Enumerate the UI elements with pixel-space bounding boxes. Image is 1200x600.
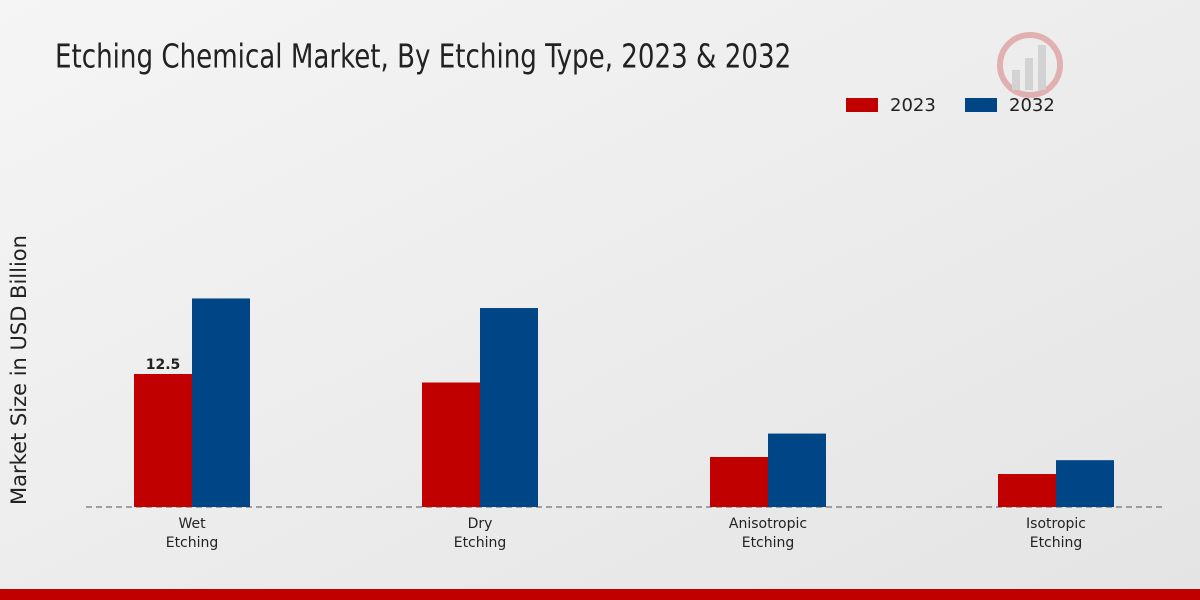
footer-bar [0, 589, 1200, 600]
x-tick-label: Anisotropic Etching [729, 516, 807, 551]
bar [422, 382, 480, 507]
legend-label: 2023 [890, 95, 936, 116]
bar [710, 456, 768, 507]
watermark [997, 32, 1063, 98]
bar [768, 433, 826, 507]
bar [192, 298, 250, 507]
x-tick-label: Isotropic Etching [1026, 516, 1086, 551]
legend-swatch [965, 98, 997, 112]
bar [998, 474, 1056, 507]
chart-title: Etching Chemical Market, By Etching Type… [55, 38, 791, 76]
x-tick-label: Dry Etching [454, 516, 507, 551]
bar [134, 374, 192, 507]
legend-swatch [846, 98, 878, 112]
legend-label: 2032 [1009, 95, 1055, 116]
y-axis-label: Market Size in USD Billion [7, 235, 31, 505]
data-label: 12.5 [146, 357, 181, 373]
x-tick-label: Wet Etching [166, 516, 219, 551]
bar [1056, 460, 1114, 507]
bar [480, 308, 538, 507]
